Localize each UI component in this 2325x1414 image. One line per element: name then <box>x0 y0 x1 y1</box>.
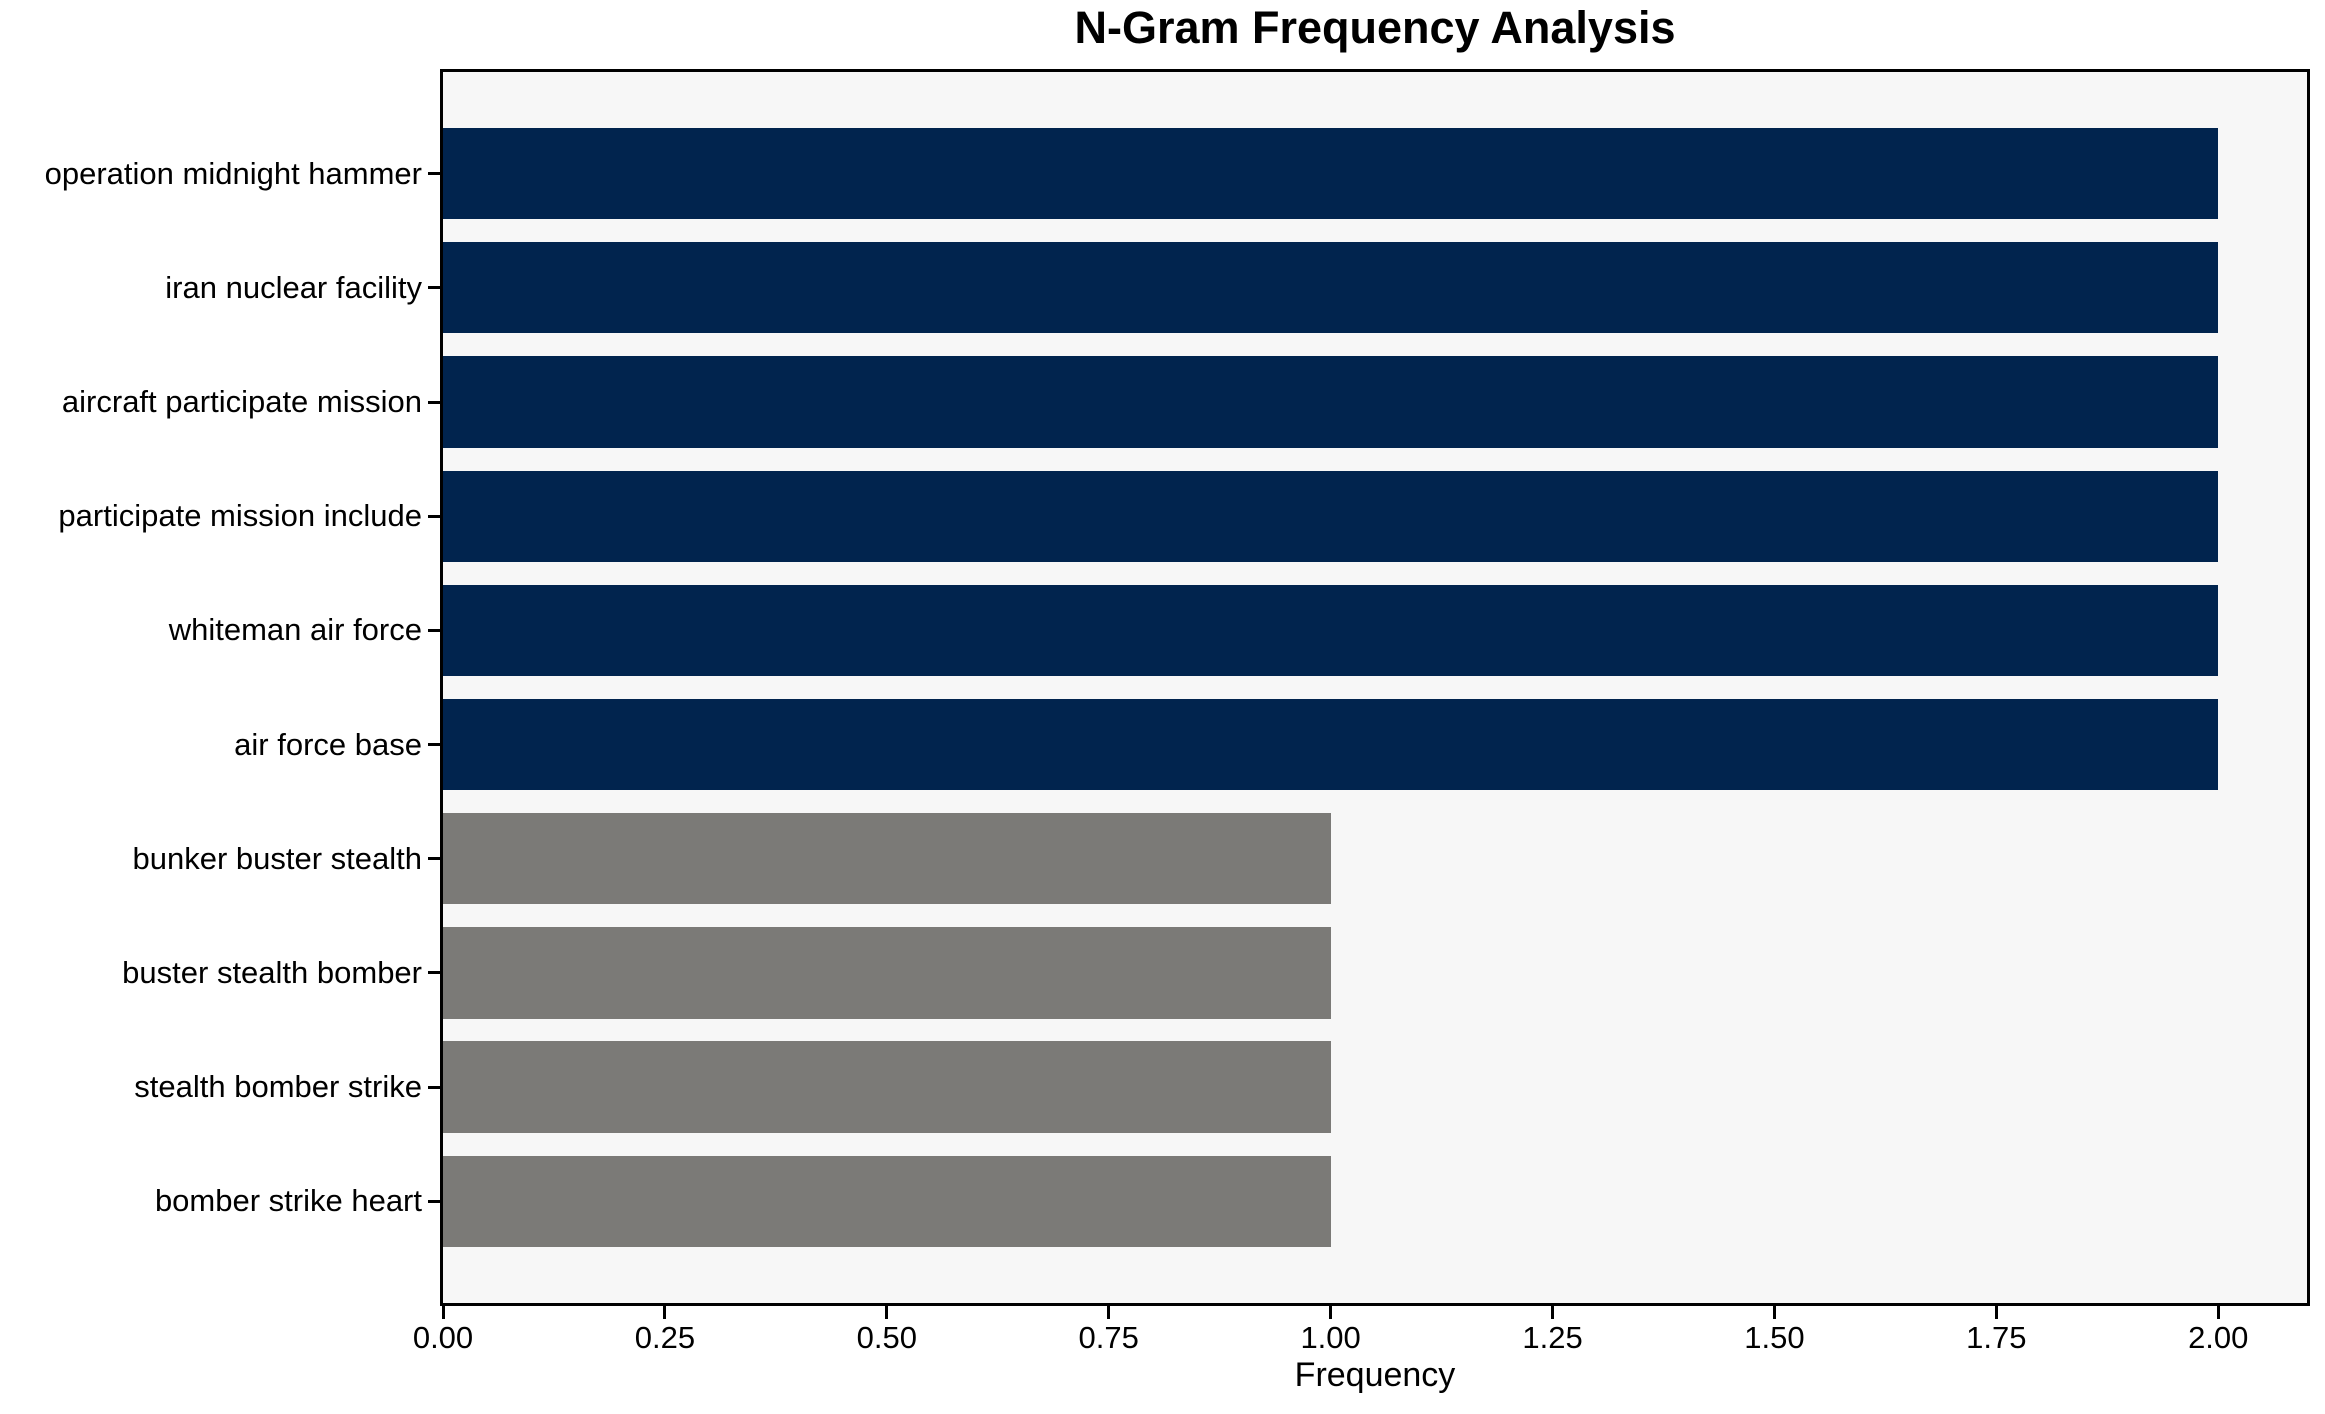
chart-title: N-Gram Frequency Analysis <box>1074 2 1676 53</box>
x-tick-label-6: 1.25 <box>1522 1320 1583 1355</box>
bar-1 <box>443 127 2219 220</box>
y-tick-label-8: buster stealth bomber <box>122 954 422 990</box>
y-tick-label-10: bomber strike heart <box>154 1183 422 1219</box>
bar-8 <box>443 927 1331 1019</box>
x-tick-mark-1 <box>441 1306 445 1319</box>
bar-4 <box>443 470 2219 562</box>
x-tick-label-8: 1.75 <box>1966 1320 2027 1355</box>
y-tick-mark-4 <box>428 514 440 518</box>
x-tick-label-5: 1.00 <box>1300 1320 1361 1355</box>
plot-area <box>443 72 2307 1303</box>
x-tick-mark-3 <box>885 1306 889 1319</box>
y-tick-label-3: aircraft participate mission <box>61 384 422 420</box>
x-tick-label-2: 0.25 <box>634 1320 696 1355</box>
y-tick-mark-8 <box>428 971 440 975</box>
y-tick-label-2: iran nuclear facility <box>165 269 422 305</box>
bar-9 <box>443 1041 1331 1133</box>
x-tick-mark-5 <box>1329 1306 1333 1319</box>
x-tick-label-9: 2.00 <box>2188 1320 2249 1355</box>
y-tick-mark-2 <box>428 286 440 290</box>
y-tick-mark-10 <box>428 1199 440 1203</box>
x-tick-label-4: 0.75 <box>1078 1320 1139 1355</box>
bar-3 <box>443 356 2219 448</box>
x-axis-label: Frequency <box>1294 1356 1456 1394</box>
bar-10 <box>443 1155 1331 1248</box>
x-tick-label-3: 0.50 <box>856 1320 917 1355</box>
y-tick-mark-3 <box>428 400 440 404</box>
bar-7 <box>443 813 1331 905</box>
x-tick-mark-8 <box>1994 1306 1998 1319</box>
y-tick-label-6: air force base <box>234 726 422 762</box>
bar-2 <box>443 242 2219 334</box>
y-tick-mark-7 <box>428 857 440 861</box>
bar-5 <box>443 584 2219 677</box>
y-tick-label-1: operation midnight hammer <box>44 155 422 191</box>
x-tick-mark-4 <box>1107 1306 1111 1319</box>
x-tick-mark-2 <box>663 1306 667 1319</box>
y-tick-label-4: participate mission include <box>58 498 422 534</box>
x-tick-mark-6 <box>1551 1306 1555 1319</box>
y-tick-label-7: bunker buster stealth <box>132 840 422 876</box>
x-tick-mark-9 <box>2216 1306 2220 1319</box>
x-tick-mark-7 <box>1772 1306 1776 1319</box>
y-tick-mark-1 <box>428 172 440 176</box>
y-tick-label-9: stealth bomber strike <box>134 1069 422 1105</box>
y-tick-mark-6 <box>428 743 440 747</box>
y-tick-mark-9 <box>428 1085 440 1089</box>
y-tick-mark-5 <box>428 628 440 632</box>
x-tick-label-7: 1.50 <box>1744 1320 1805 1355</box>
bar-6 <box>443 698 2219 791</box>
plot-frame <box>440 69 2310 1306</box>
y-tick-label-5: whiteman air force <box>168 612 422 648</box>
x-tick-label-1: 0.00 <box>412 1320 474 1355</box>
